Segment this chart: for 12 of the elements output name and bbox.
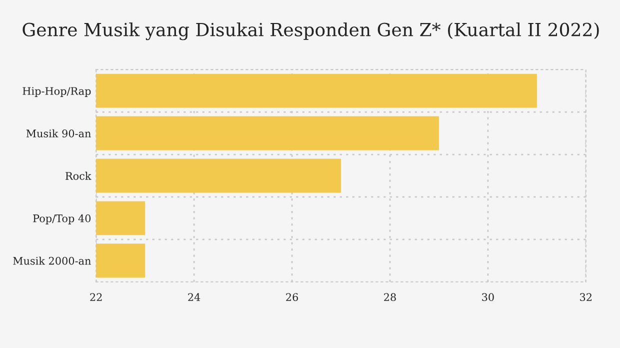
x-tick-label: 32: [580, 293, 592, 302]
x-tick-label: 24: [188, 293, 200, 301]
y-tick-label: Rock: [66, 172, 92, 180]
x-tick-label: 30: [482, 293, 494, 302]
y-tick-label: Pop/Top 40: [33, 214, 91, 224]
y-tick-label: Musik 2000-an: [13, 256, 91, 265]
x-tick-label: 26: [286, 293, 298, 302]
y-tick-label: Musik 90-an: [26, 129, 91, 138]
x-tick-label: 22: [90, 293, 102, 301]
chart-title: Genre Musik yang Disukai Responden Gen Z* (Kuartal II 2022): [22, 22, 599, 40]
y-tick-label: Hip-Hop/Rap: [22, 87, 91, 97]
x-tick-label: 28: [384, 293, 396, 302]
